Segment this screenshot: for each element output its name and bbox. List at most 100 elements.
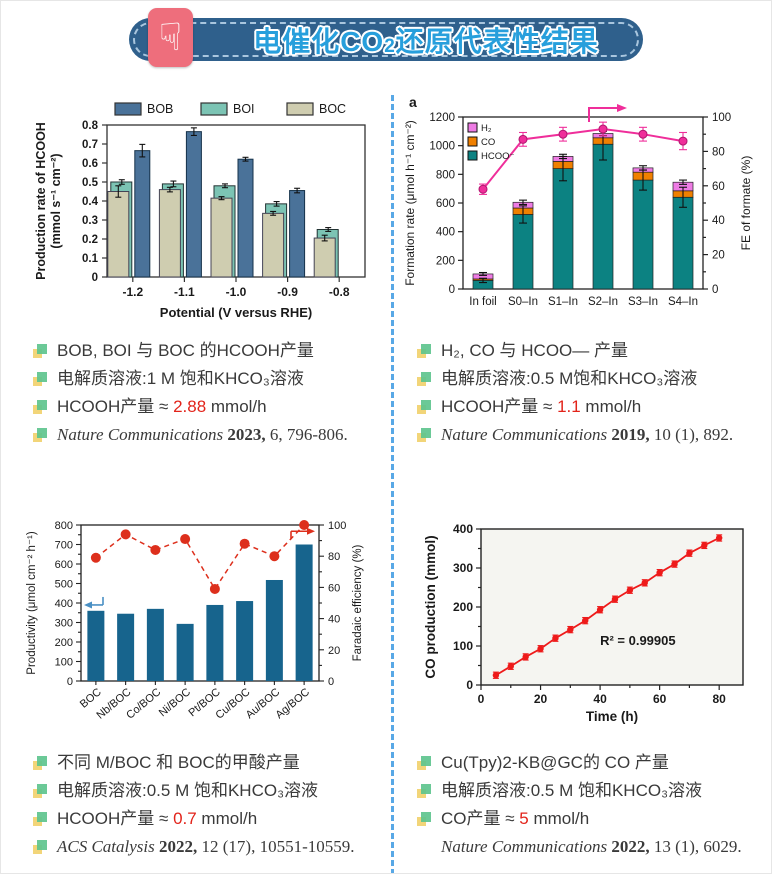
bullet-item: Cu(Tpy)2-KB@GC的 CO 产量 (417, 749, 769, 777)
bullet-indent-spacer (417, 840, 431, 854)
data-point (552, 635, 559, 642)
bar-BOB (237, 158, 254, 278)
axis-text: 0 (328, 676, 334, 688)
x-tick-label: Ni/BOC (157, 686, 193, 719)
x-tick-label: S3–In (628, 296, 658, 308)
title-rest: 还原代表性结果 (395, 25, 599, 57)
legend-label: BOC (319, 102, 346, 116)
chart-panel-productivity: 0 100 200 300 400 500 600 700 800 0 20 40 60 80 100 Pro… (21, 509, 369, 750)
data-point (715, 534, 723, 542)
data-point (492, 672, 500, 679)
square-pair-bullet-icon (417, 372, 431, 386)
bullet-text: Nature Communications 2023, 6, 796-806. (57, 421, 348, 449)
square-pair-bullet-icon (33, 344, 47, 358)
square-pair-bullet-icon (33, 840, 47, 854)
text-segment: mmol/h (206, 397, 267, 416)
fe-line (482, 128, 684, 190)
fe-point (90, 552, 101, 563)
axis-text: 100 (55, 657, 73, 669)
text-segment: 2023, (227, 425, 266, 444)
column-divider (391, 95, 394, 873)
axis-text: 100 (712, 112, 731, 124)
text-segment: 不同 M/BOC 和 BOC的甲酸产量 (57, 753, 300, 772)
bar-BOC (107, 191, 130, 278)
bullet-text: HCOOH产量 ≈ 1.1 mmol/h (441, 393, 641, 421)
y-tick-label: 100 (453, 639, 473, 653)
bullet-text: 电解质溶液:0.5 M 饱和KHCO₃溶液 (57, 777, 318, 805)
bullet-text: 电解质溶液:0.5 M 饱和KHCO₃溶液 (441, 777, 702, 805)
bullet-square-green (421, 428, 431, 438)
square-pair-bullet-icon (417, 428, 431, 442)
axis-text: 1000 (429, 141, 455, 153)
y-axis-label-right: Faradaic efficiency (%) (352, 544, 364, 661)
stack-HCOO⁻ (632, 179, 654, 290)
bar-BOB (185, 131, 202, 278)
bar-Nb/BOC (117, 613, 135, 681)
axis-text: 800 (436, 169, 455, 181)
data-point (537, 645, 544, 652)
axis-text: 0 (449, 284, 455, 296)
data-point (522, 653, 529, 661)
axis-text: 0 (712, 284, 718, 296)
text-segment: CO产量 ≈ (441, 809, 520, 828)
bullet-text: BOB, BOI 与 BOC 的HCOOH产量 (57, 337, 314, 365)
bullet-item: Nature Communications 2019, 10 (1), 892. (417, 421, 769, 449)
stack-HCOO⁻ (592, 143, 614, 290)
x-tick-label: 60 (653, 692, 667, 706)
bar-BOC (262, 212, 285, 278)
y-axis-label: Production rate of HCOOH (34, 122, 48, 280)
bar-BOB (134, 150, 151, 278)
x-tick-label: 40 (593, 692, 607, 706)
hand-glyph: ☟ (158, 16, 183, 59)
bar-BOC (313, 237, 336, 278)
x-tick-label: 80 (713, 692, 727, 706)
axis-text: 0 (92, 272, 98, 284)
y-axis-label-right: FE of formate (%) (739, 156, 753, 251)
scatter-line-chart: 0 20 40 60 80 0 100 200 300 400 Time (h) CO product… (423, 522, 744, 724)
bullet-text: 电解质溶液:0.5 M饱和KHCO₃溶液 (441, 365, 697, 393)
bullet-item: 不同 M/BOC 和 BOC的甲酸产量 (33, 749, 399, 777)
bullet-text: HCOOH产量 ≈ 0.7 mmol/h (57, 805, 257, 833)
bullet-text: Nature Communications 2019, 10 (1), 892. (441, 421, 733, 449)
left-axis-arrowhead (84, 601, 92, 609)
y-tick-label: 400 (453, 522, 473, 536)
square-pair-bullet-icon (33, 400, 47, 414)
axis-text: 600 (55, 559, 73, 571)
axis-text: 200 (436, 255, 455, 267)
plot-frame (462, 116, 704, 290)
data-point (701, 542, 708, 549)
bullet-text: H₂, CO 与 HCOO— 产量 (441, 337, 628, 365)
y-tick-label: 200 (453, 600, 473, 614)
bullet-square-green (421, 784, 431, 794)
bullet-list-3: 不同 M/BOC 和 BOC的甲酸产量电解质溶液:0.5 M 饱和KHCO₃溶液… (33, 749, 399, 861)
text-segment: 电解质溶液:0.5 M 饱和KHCO₃溶液 (441, 781, 703, 800)
axis-text: 0.6 (82, 158, 98, 170)
text-segment: HCOOH产量 ≈ (57, 397, 174, 416)
x-axis-label: Time (h) (586, 709, 638, 724)
text-segment: Nature Communications (57, 425, 228, 444)
fe-point (239, 538, 250, 549)
text-segment: 2019, (611, 425, 650, 444)
panel-label: a (409, 94, 417, 110)
bullet-square-green (37, 784, 47, 794)
bullet-list-4: Cu(Tpy)2-KB@GC的 CO 产量电解质溶液:0.5 M 饱和KHCO₃… (417, 749, 769, 861)
y-axis-label-left: Formation rate (μmol h⁻¹ cm⁻²) (403, 120, 417, 286)
bullet-square-green (421, 812, 431, 822)
square-pair-bullet-icon (33, 784, 47, 798)
legend-swatch-H₂ (467, 122, 478, 133)
bar-Co/BOC (146, 608, 164, 681)
text-segment: 6, 796-806. (265, 425, 348, 444)
bar-line-chart: 0 100 200 300 400 500 600 700 800 0 20 40 60 80 100 Pro… (26, 520, 364, 722)
bullet-square-green (37, 344, 47, 354)
bar-BOB (289, 190, 306, 278)
axis-text: 40 (712, 215, 725, 227)
x-tick-label: -1.2 (122, 285, 143, 299)
bullet-item: 电解质溶液:0.5 M 饱和KHCO₃溶液 (33, 777, 399, 805)
axis-text: 200 (55, 637, 73, 649)
x-tick-label: S1–In (548, 296, 578, 308)
stacked-bar-line-chart: a 0 200 400 600 800 1000 1200 0 20 40 60 80 100 Format… (403, 94, 753, 308)
chart-panel-co-production: 0 20 40 60 80 0 100 200 300 400 Time (h) CO product… (411, 515, 766, 744)
plot-frame (80, 524, 320, 682)
x-tick-label: -0.8 (329, 285, 350, 299)
